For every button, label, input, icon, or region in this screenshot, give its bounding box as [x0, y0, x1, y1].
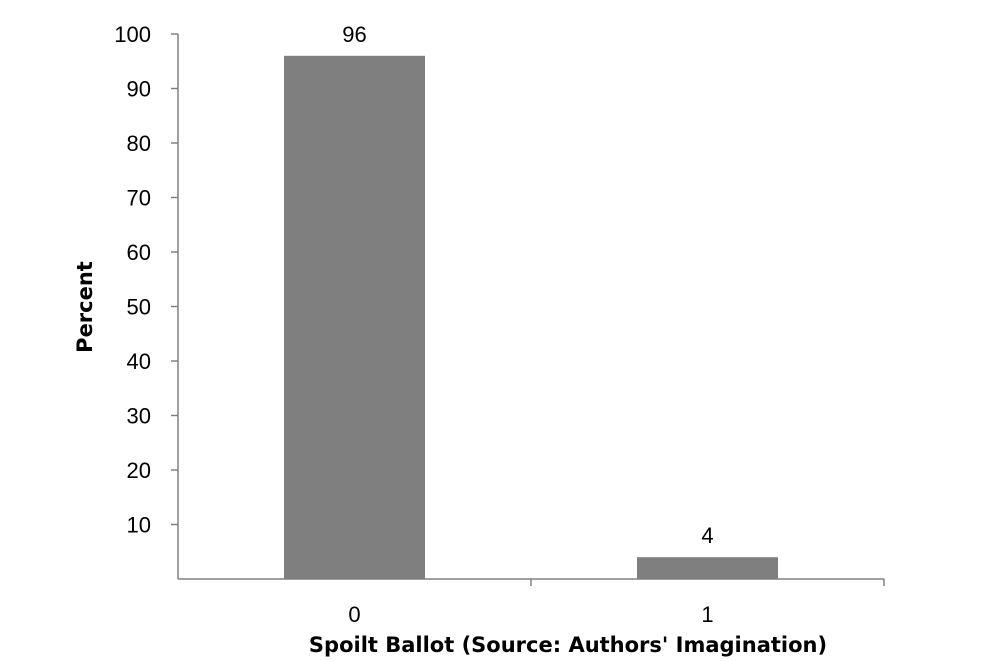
y-tick-label-60: 60	[127, 240, 151, 265]
y-tick-label-100: 100	[114, 22, 151, 47]
y-tick-label-90: 90	[127, 77, 151, 102]
bar-0	[284, 55, 425, 580]
y-tick-label-80: 80	[127, 131, 151, 156]
labels-layer: 96 0 4 1 10 20 30 40 50 60 70 80 90 100	[114, 22, 713, 627]
axes-layer	[171, 33, 885, 586]
y-tick-label-10: 10	[127, 513, 151, 538]
y-tick-label-70: 70	[127, 186, 151, 211]
x-tick-label-1: 1	[701, 602, 713, 627]
y-tick-label-40: 40	[127, 349, 151, 374]
bar-1	[637, 557, 778, 579]
x-axis-title: Spoilt Ballot (Source: Authors' Imaginat…	[309, 633, 827, 657]
y-tick-label-50: 50	[127, 295, 151, 320]
bars-layer	[284, 55, 778, 580]
x-tick-label-0: 0	[348, 602, 360, 627]
y-tick-label-30: 30	[127, 404, 151, 429]
data-label-1: 4	[701, 523, 713, 548]
data-label-0: 96	[342, 22, 366, 47]
y-axis-title: Percent	[73, 261, 97, 353]
y-tick-label-20: 20	[127, 458, 151, 483]
